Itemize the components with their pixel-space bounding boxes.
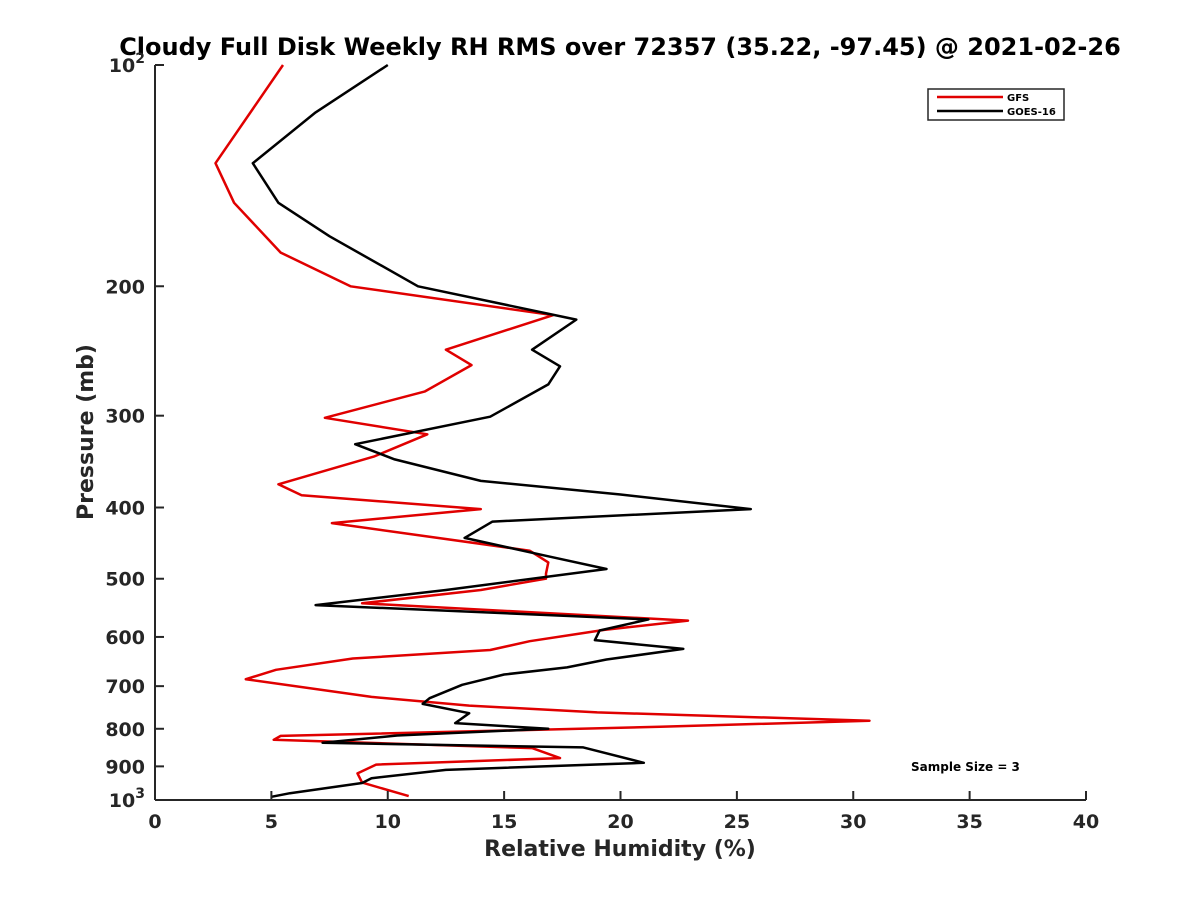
y-tick-label: 400 — [105, 498, 145, 520]
x-tick-label: 5 — [265, 811, 278, 833]
sample-size-annotation: Sample Size = 3 — [911, 760, 1020, 774]
x-axis-ticks: 0 5 10 15 20 25 30 35 40 — [148, 791, 1099, 833]
y-tick-label: 103 — [109, 786, 145, 812]
x-tick-label: 20 — [607, 811, 633, 833]
x-tick-label: 10 — [375, 811, 401, 833]
x-tick-label: 35 — [956, 811, 982, 833]
legend-box — [927, 88, 1065, 121]
y-tick-label: 300 — [105, 406, 145, 428]
legend-label-goes-16: GOES-16 — [1007, 107, 1056, 118]
x-axis-title: Relative Humidity (%) — [484, 837, 756, 862]
x-tick-label: 40 — [1073, 811, 1099, 833]
y-axis-title: Pressure (mb) — [74, 344, 99, 520]
x-tick-label: 25 — [724, 811, 750, 833]
y-tick-label: 102 — [109, 51, 145, 77]
x-tick-label: 30 — [840, 811, 866, 833]
y-tick-label: 200 — [105, 276, 145, 298]
x-tick-label: 0 — [148, 811, 161, 833]
y-tick-label: 500 — [105, 569, 145, 591]
chart-title: Cloudy Full Disk Weekly RH RMS over 7235… — [119, 33, 1121, 61]
series-line-goes-16 — [251, 63, 753, 799]
y-tick-label: 900 — [105, 756, 145, 778]
legend: GFS GOES-16 — [927, 88, 1065, 121]
y-axis-ticks: 102 200 300 400 500 600 700 800 900 103 — [105, 51, 164, 812]
x-tick-label: 15 — [491, 811, 517, 833]
y-tick-label: 700 — [105, 676, 145, 698]
legend-label-gfs: GFS — [1007, 93, 1029, 104]
series-layer — [214, 63, 871, 799]
y-tick-label: 600 — [105, 627, 145, 649]
series-line-gfs — [214, 64, 871, 798]
y-tick-label: 800 — [105, 719, 145, 741]
